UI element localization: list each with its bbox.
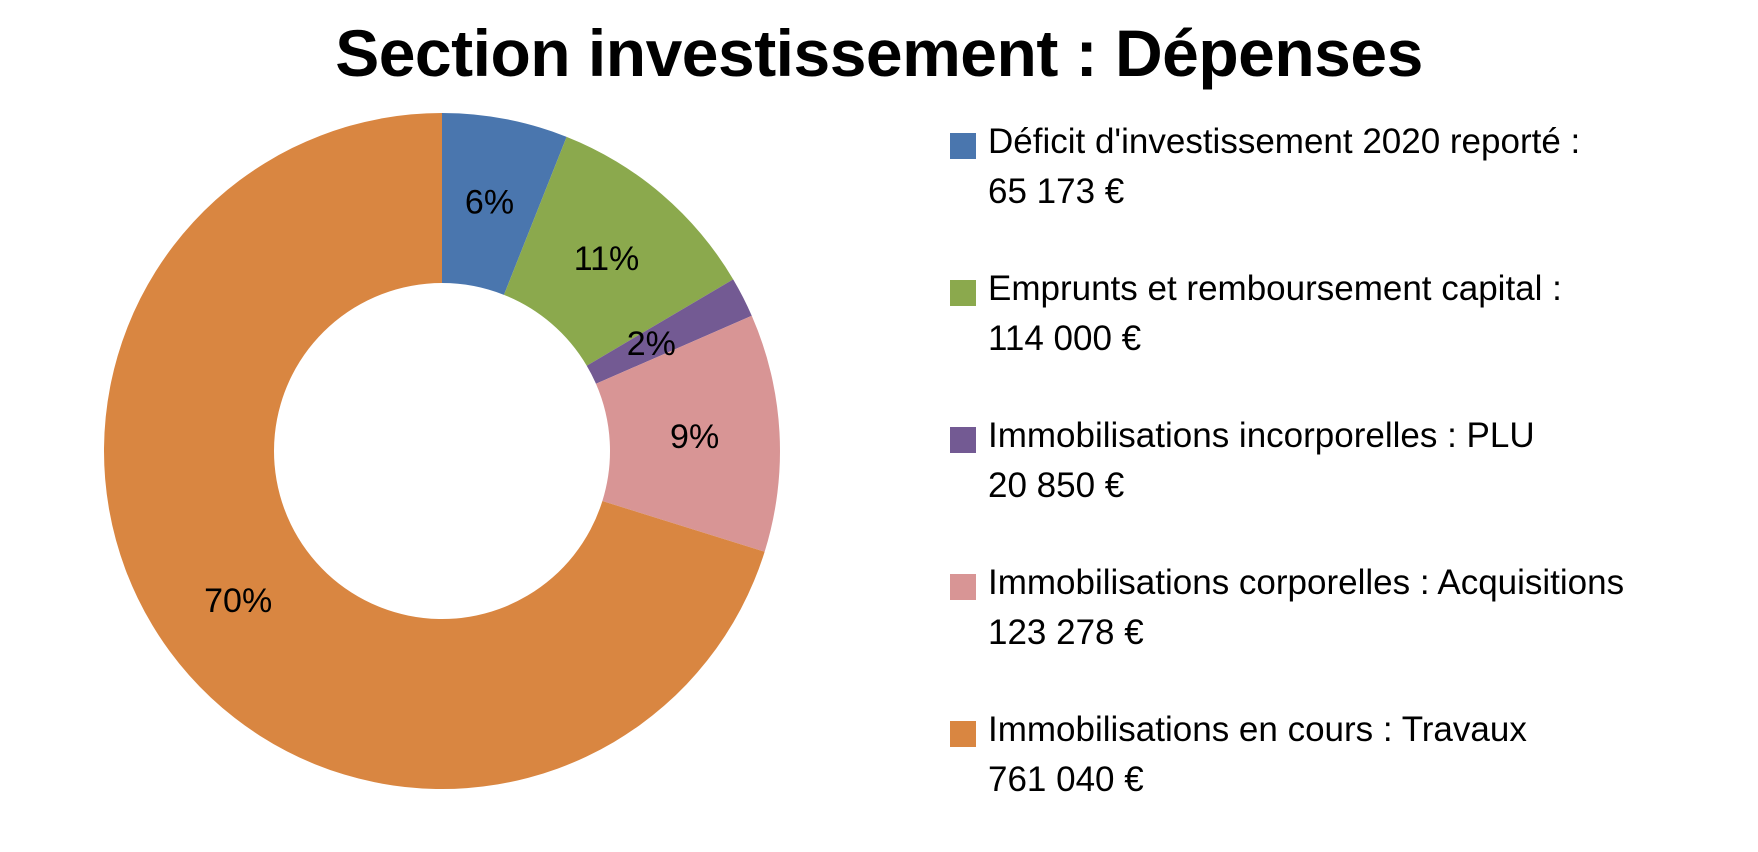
donut-slice-1 — [442, 113, 567, 295]
legend-label: Immobilisations en cours : Travaux — [988, 710, 1527, 749]
legend-label: Immobilisations incorporelles : PLU — [988, 416, 1535, 455]
legend-item: Emprunts et remboursement capital : 114 0… — [950, 264, 1740, 411]
legend-swatch — [950, 574, 976, 600]
slice-percent-label: 6% — [465, 183, 514, 221]
legend-swatch — [950, 133, 976, 159]
legend-swatch — [950, 280, 976, 306]
legend-label: Déficit d'investissement 2020 reporté : — [988, 122, 1581, 161]
legend-label: Immobilisations corporelles : Acquisitio… — [988, 563, 1625, 602]
legend-swatch — [950, 721, 976, 747]
legend-item: Immobilisations en cours : Travaux 761 04… — [950, 705, 1740, 852]
legend-text: Emprunts et remboursement capital : 114 0… — [988, 264, 1562, 364]
legend-amount: 761 040 € — [988, 760, 1144, 799]
slice-percent-label: 11% — [574, 240, 640, 278]
legend-text: Immobilisations corporelles : Acquisitio… — [988, 558, 1624, 658]
donut-slice-3 — [586, 279, 752, 384]
legend-item: Déficit d'investissement 2020 reporté : 6… — [950, 117, 1740, 264]
legend-label: Emprunts et remboursement capital : — [988, 269, 1562, 308]
donut-slice-5 — [104, 113, 765, 790]
donut-slice-2 — [503, 136, 734, 366]
legend-item: Immobilisations corporelles : Acquisitio… — [950, 558, 1740, 705]
legend-item: Immobilisations incorporelles : PLU 20 85… — [950, 411, 1740, 558]
slice-percent-label: 9% — [670, 418, 719, 456]
slice-percent-label: 2% — [627, 325, 676, 363]
legend-text: Immobilisations en cours : Travaux 761 04… — [988, 705, 1527, 805]
legend-text: Immobilisations incorporelles : PLU 20 85… — [988, 411, 1535, 511]
slice-percent-label: 70% — [204, 582, 272, 620]
legend-text: Déficit d'investissement 2020 reporté : 6… — [988, 117, 1580, 217]
chart-title: Section investissement : Dépenses — [335, 16, 1423, 90]
legend-amount: 123 278 € — [988, 613, 1144, 652]
legend-amount: 20 850 € — [988, 466, 1125, 505]
legend-amount: 114 000 € — [988, 319, 1142, 358]
chart-legend: Déficit d'investissement 2020 reporté : 6… — [950, 117, 1740, 852]
legend-swatch — [950, 427, 976, 453]
donut-chart: 6% 11% 2% 9% 70% — [104, 113, 780, 790]
legend-amount: 65 173 € — [988, 172, 1125, 211]
donut-slice-4 — [595, 315, 780, 552]
